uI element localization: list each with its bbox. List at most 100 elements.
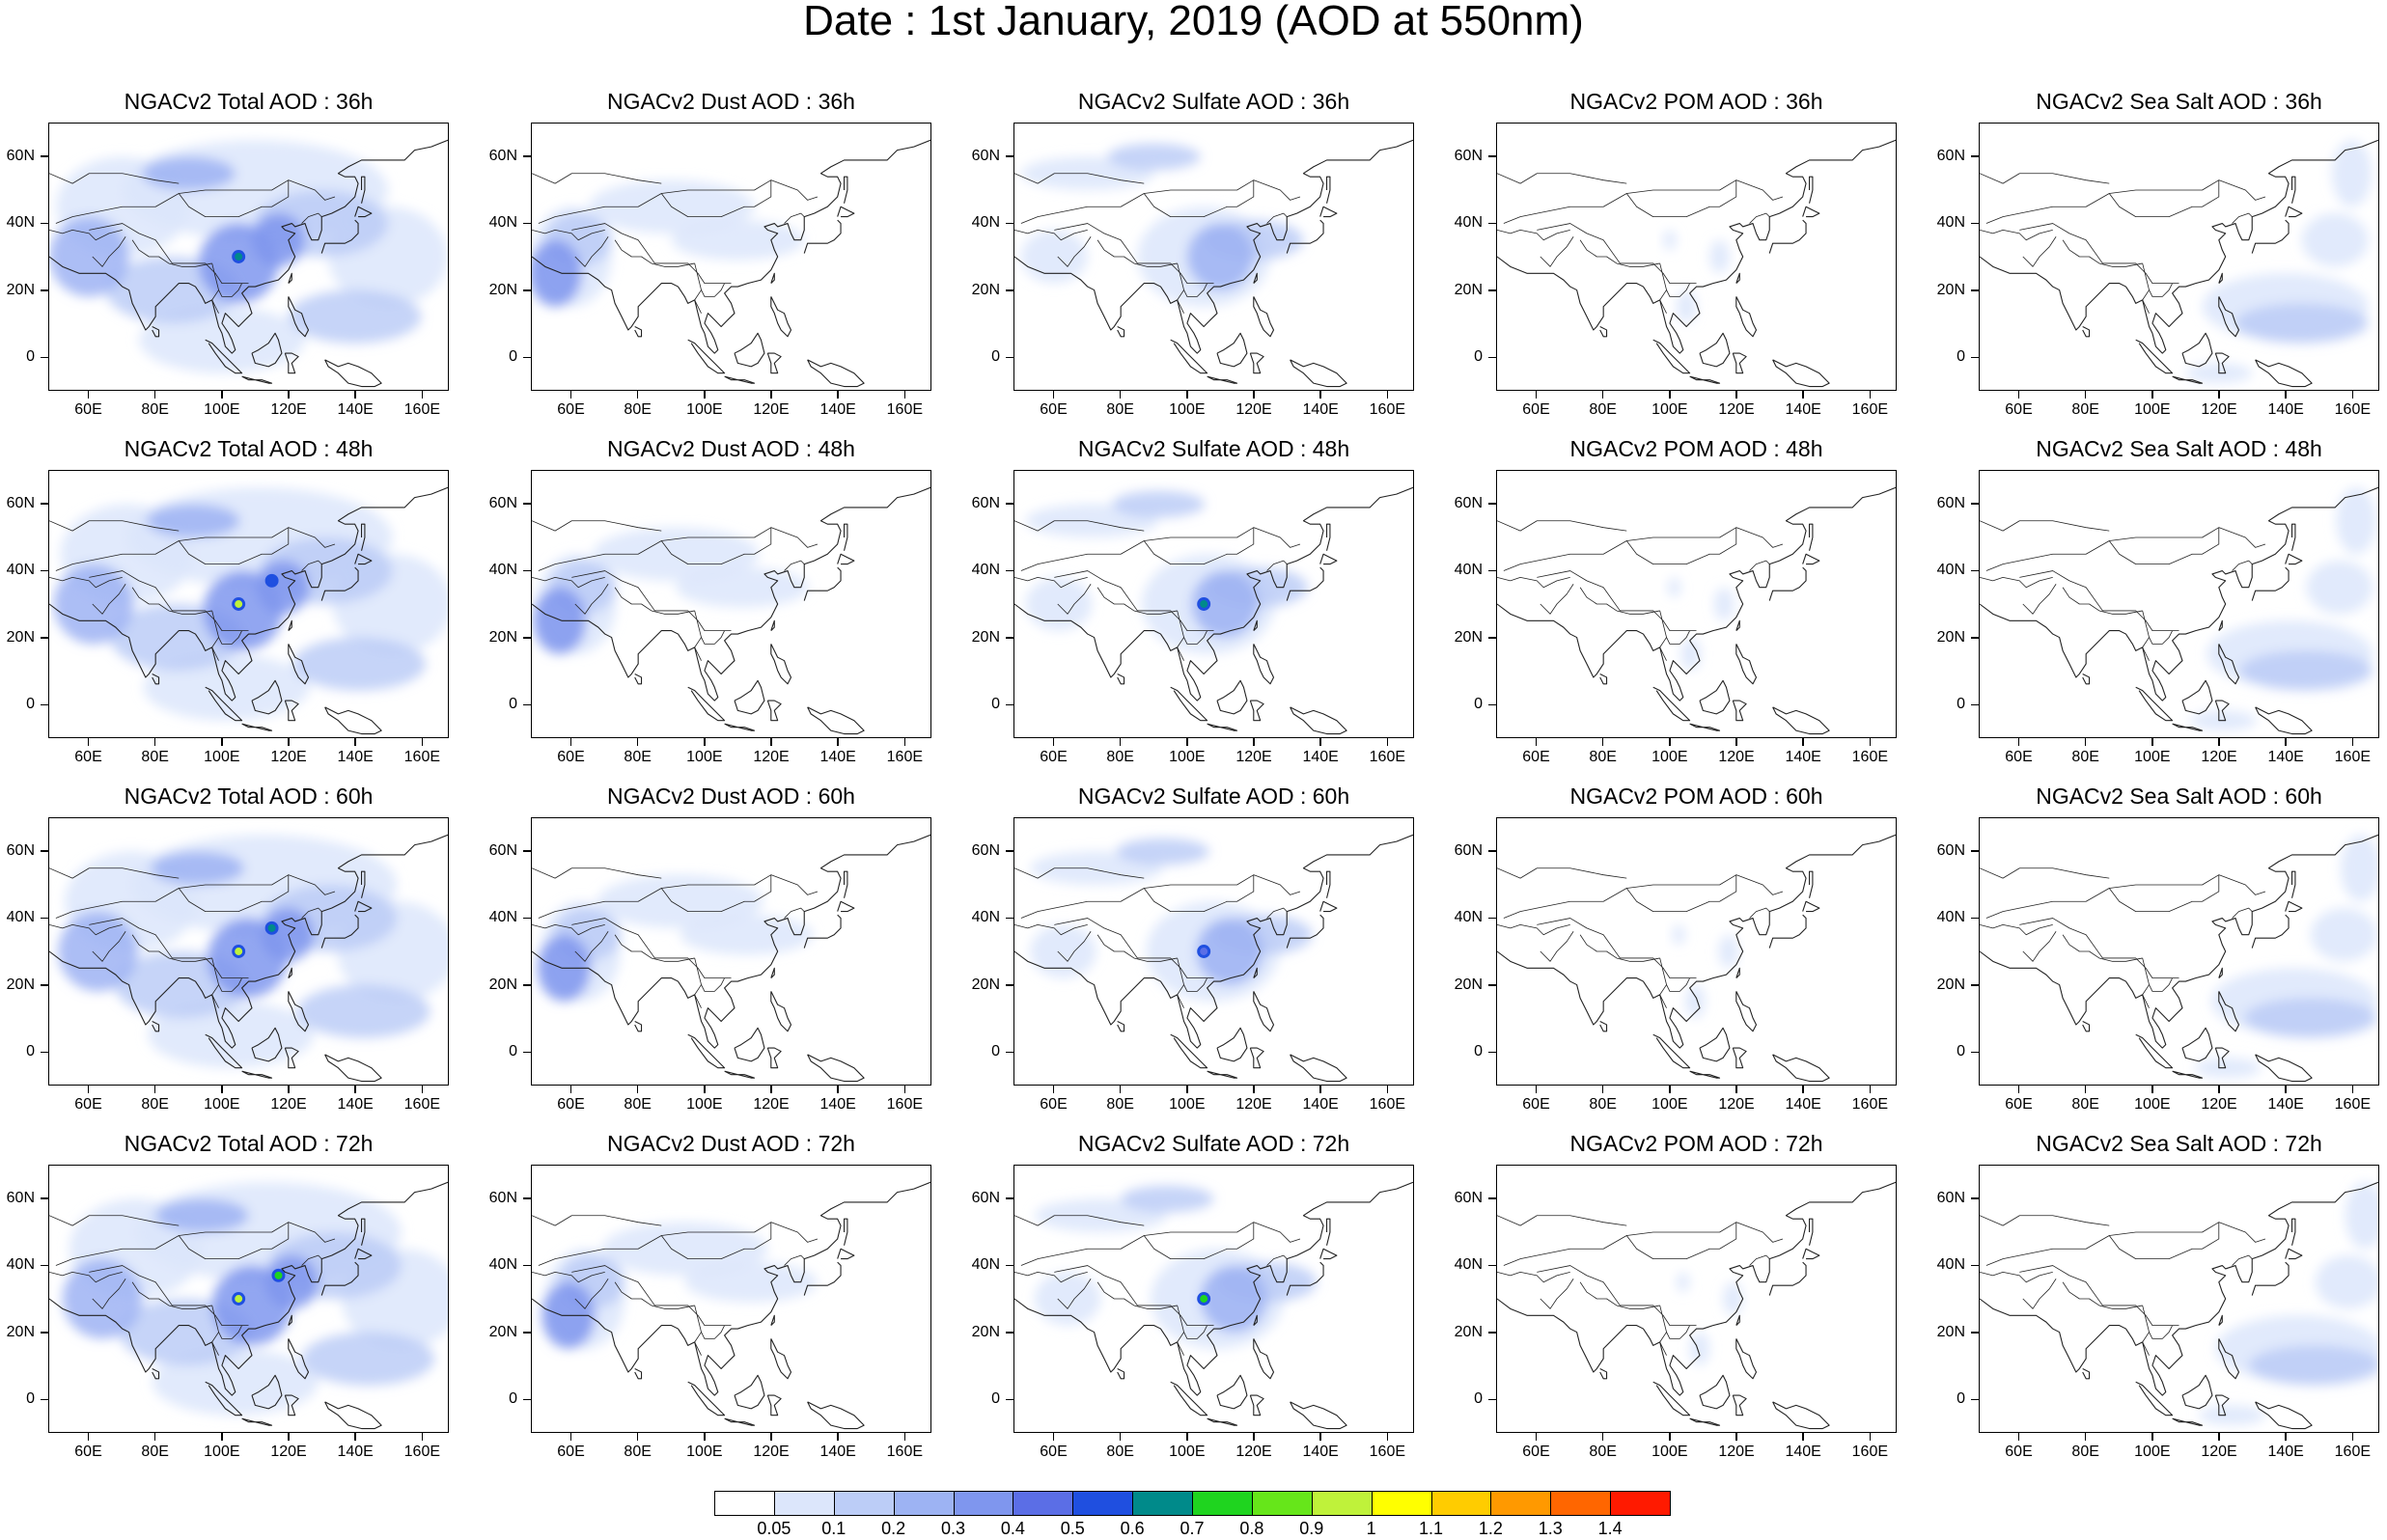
aod-plume xyxy=(601,1222,768,1276)
map-panel-seasalt-36h xyxy=(1979,123,2379,391)
country-border xyxy=(2019,1265,2179,1326)
country-border xyxy=(1659,610,1690,645)
coastline xyxy=(2214,352,2230,374)
coastline xyxy=(1802,900,1820,913)
aod-plume xyxy=(58,911,138,992)
lat-tick-label: 0 xyxy=(991,1390,1000,1408)
coastline xyxy=(2251,1261,2290,1296)
country-border xyxy=(2108,1222,2220,1259)
aod-plume xyxy=(138,306,306,373)
coastline xyxy=(1290,1401,1347,1430)
aod-hotspot-core xyxy=(235,600,243,608)
coastline xyxy=(2172,375,2204,384)
lat-tick-label: 20N xyxy=(488,628,517,646)
aod-plume xyxy=(1723,1281,1743,1316)
country-border xyxy=(1980,173,2110,184)
lon-tickmark xyxy=(1802,738,1804,746)
coastline xyxy=(1699,679,1731,715)
lat-tickmark xyxy=(1971,850,1979,852)
lon-tick-label: 140E xyxy=(337,749,374,765)
lon-tick-label: 100E xyxy=(204,1096,240,1113)
panel-title: NGACv2 Sea Salt AOD : 60h xyxy=(2036,784,2322,809)
country-border xyxy=(1096,1281,1178,1309)
aod-hotspot-core xyxy=(1200,948,1208,955)
coastline xyxy=(2218,967,2223,978)
country-border xyxy=(1497,924,1570,936)
country-border xyxy=(1503,527,1784,571)
country-border xyxy=(1020,179,1301,224)
country-border xyxy=(694,984,702,1008)
lon-tickmark xyxy=(770,738,772,746)
country-border xyxy=(2232,212,2253,224)
country-border xyxy=(92,931,126,962)
coastline xyxy=(1735,619,1740,631)
lon-tick-label: 80E xyxy=(2071,1096,2099,1113)
lat-tick-label: 40N xyxy=(971,909,1000,926)
country-border xyxy=(1177,262,1207,297)
lon-tickmark xyxy=(1535,1433,1538,1441)
lon-tickmark xyxy=(903,738,906,746)
country-border xyxy=(92,584,126,615)
coastline xyxy=(2082,673,2091,685)
coastline xyxy=(2082,1020,2091,1032)
lon-tick-label: 60E xyxy=(557,1444,585,1460)
lat-tickmark xyxy=(1488,222,1496,224)
country-border xyxy=(1497,1215,1627,1226)
country-border xyxy=(211,262,242,297)
coastline xyxy=(1290,706,1347,735)
coastline xyxy=(770,296,792,338)
coastline xyxy=(1652,339,1691,374)
country-border xyxy=(1503,179,1784,224)
colorbar-label: 1.3 xyxy=(1538,1519,1563,1538)
lon-tick-label: 140E xyxy=(819,401,856,418)
lat-tick-label: 40N xyxy=(1936,562,1965,579)
country-border xyxy=(2142,957,2173,992)
lon-tick-label: 120E xyxy=(753,401,790,418)
lat-tickmark xyxy=(41,1332,48,1334)
country-border xyxy=(538,874,819,919)
country-border xyxy=(2019,223,2179,284)
lon-tickmark xyxy=(1802,1086,1804,1093)
lon-tick-label: 120E xyxy=(1235,1444,1272,1460)
country-border xyxy=(574,931,609,962)
coastline xyxy=(152,673,160,685)
aod-plume xyxy=(1030,924,1096,978)
lon-tickmark xyxy=(1601,738,1604,746)
aod-plume xyxy=(2235,303,2369,344)
lon-tickmark xyxy=(1735,1433,1737,1441)
lon-tickmark xyxy=(837,391,839,399)
coastline xyxy=(532,1181,930,1396)
country-border xyxy=(532,1215,662,1226)
lat-tick-label: 0 xyxy=(26,1043,35,1060)
lat-tick-label: 0 xyxy=(509,348,517,366)
map-panel-pom-72h xyxy=(1496,1165,1897,1433)
coastline xyxy=(241,1417,273,1426)
colorbar-swatch xyxy=(773,1491,835,1516)
country-border xyxy=(2019,570,2179,631)
aod-field xyxy=(1020,143,1304,307)
country-border xyxy=(1659,1305,1690,1339)
lat-tick-label: 0 xyxy=(26,1390,35,1408)
aod-field xyxy=(1667,577,1735,671)
lat-tick-label: 20N xyxy=(6,281,35,298)
lon-tickmark xyxy=(421,391,424,399)
aod-plume xyxy=(2336,487,2376,555)
country-border xyxy=(2108,179,2220,217)
coastline xyxy=(687,1381,726,1416)
lon-tick-label: 60E xyxy=(2005,1444,2033,1460)
aod-plume xyxy=(296,984,430,1038)
country-border xyxy=(2062,934,2143,962)
lon-tick-label: 140E xyxy=(1785,1444,1821,1460)
country-border xyxy=(2232,560,2253,571)
lon-tick-label: 80E xyxy=(1589,401,1617,418)
lon-tickmark xyxy=(1869,1433,1872,1441)
coastline xyxy=(49,834,448,1049)
coastline xyxy=(532,486,930,701)
country-border xyxy=(178,527,290,564)
lon-tickmark xyxy=(87,738,90,746)
lon-tick-label: 80E xyxy=(1589,1096,1617,1113)
lat-tickmark xyxy=(1488,1264,1496,1266)
colorbar-swatch xyxy=(1013,1491,1074,1516)
lat-tick-label: 40N xyxy=(1454,1256,1483,1274)
lat-tick-label: 20N xyxy=(488,976,517,993)
